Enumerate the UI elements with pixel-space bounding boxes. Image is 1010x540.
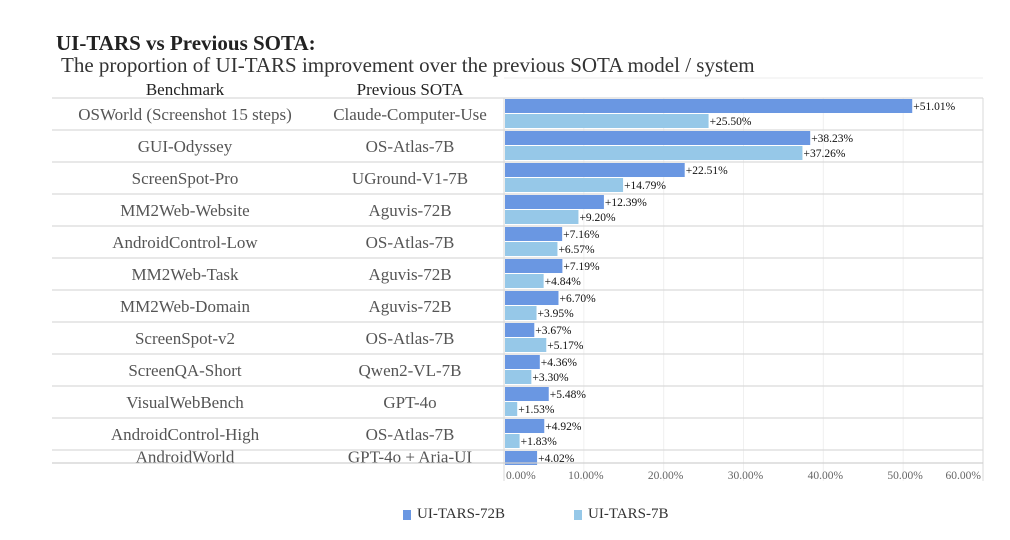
bar-72b	[505, 227, 563, 241]
benchmark-label: ScreenQA-Short	[128, 361, 242, 380]
x-tick-label: 30.00%	[728, 470, 764, 482]
chart-subtitle: The proportion of UI-TARS improvement ov…	[61, 53, 755, 77]
benchmark-label: VisualWebBench	[126, 393, 244, 412]
data-label: +4.92%	[545, 421, 582, 433]
data-label: +7.16%	[563, 229, 600, 241]
data-label: +4.84%	[545, 276, 582, 288]
previous-sota-label: Aguvis-72B	[368, 297, 451, 316]
data-label: +12.39%	[605, 197, 647, 209]
data-label: +4.36%	[541, 357, 578, 369]
data-label: +3.30%	[532, 372, 569, 384]
x-tick-label: 0.00%	[506, 470, 536, 482]
benchmark-label: MM2Web-Website	[120, 201, 249, 220]
bar-72b	[505, 291, 559, 305]
legend-swatch-7b	[574, 509, 582, 520]
previous-sota-label: OS-Atlas-7B	[366, 329, 455, 348]
data-label: +6.57%	[558, 244, 595, 256]
bar-7b	[505, 210, 579, 224]
previous-sota-label: GPT-4o + Aria-UI	[348, 448, 473, 467]
x-tick-label: 60.00%	[946, 470, 982, 482]
data-label: +38.23%	[811, 133, 853, 145]
bar-72b	[505, 323, 535, 337]
bar-7b	[505, 402, 518, 416]
bar-72b	[505, 163, 685, 177]
data-label: +22.51%	[686, 165, 728, 177]
data-label: +6.70%	[559, 293, 596, 305]
previous-sota-label: Claude-Computer-Use	[333, 105, 487, 124]
chart-title: UI-TARS vs Previous SOTA:	[56, 31, 316, 55]
bar-7b	[505, 242, 558, 256]
bar-7b	[505, 146, 803, 160]
bar-72b	[505, 387, 549, 401]
previous-sota-label: Aguvis-72B	[368, 201, 451, 220]
data-label: +3.95%	[538, 308, 575, 320]
previous-sota-label: OS-Atlas-7B	[366, 425, 455, 444]
bar-7b	[505, 434, 520, 448]
data-label: +7.19%	[563, 261, 600, 273]
data-label: +37.26%	[803, 148, 845, 160]
bar-72b	[505, 195, 604, 209]
bar-7b	[505, 274, 544, 288]
bar-72b	[505, 419, 545, 433]
legend-item-72b: UI-TARS-72B	[403, 506, 505, 523]
benchmark-label: GUI-Odyssey	[138, 137, 233, 156]
bar-72b	[505, 451, 538, 465]
data-label: +1.53%	[518, 404, 555, 416]
previous-sota-label: OS-Atlas-7B	[366, 137, 455, 156]
data-label: +51.01%	[913, 101, 955, 113]
benchmark-label: ScreenSpot-Pro	[132, 169, 239, 188]
bar-72b	[505, 99, 913, 113]
bar-7b	[505, 306, 537, 320]
data-label: +5.48%	[550, 389, 587, 401]
benchmark-label: MM2Web-Task	[132, 265, 239, 284]
data-label: +9.20%	[579, 212, 616, 224]
bar-7b	[505, 114, 709, 128]
legend-item-7b: UI-TARS-7B	[574, 506, 668, 523]
benchmark-label: ScreenSpot-v2	[135, 329, 235, 348]
data-label: +3.67%	[535, 325, 572, 337]
bar-7b	[505, 178, 624, 192]
previous-sota-label: UGround-V1-7B	[352, 169, 468, 188]
x-tick-label: 20.00%	[648, 470, 684, 482]
bar-7b	[505, 338, 547, 352]
x-tick-label: 40.00%	[808, 470, 844, 482]
previous-sota-label: GPT-4o	[383, 393, 436, 412]
data-label: +5.17%	[547, 340, 584, 352]
data-label: +14.79%	[624, 180, 666, 192]
previous-sota-label: Qwen2-VL-7B	[359, 361, 462, 380]
benchmark-label: AndroidWorld	[136, 448, 235, 467]
benchmark-label: OSWorld (Screenshot 15 steps)	[78, 105, 291, 124]
x-tick-label: 50.00%	[887, 470, 923, 482]
data-label: +25.50%	[710, 116, 752, 128]
legend-label-7b: UI-TARS-7B	[588, 506, 669, 522]
column-header-benchmark: Benchmark	[146, 80, 225, 99]
previous-sota-label: OS-Atlas-7B	[366, 233, 455, 252]
x-tick-label: 10.00%	[568, 470, 604, 482]
data-label: +1.83%	[521, 436, 558, 448]
bar-72b	[505, 131, 811, 145]
bar-72b	[505, 355, 540, 369]
bar-72b	[505, 259, 563, 273]
benchmark-label: MM2Web-Domain	[120, 297, 250, 316]
column-header-previous-sota: Previous SOTA	[357, 80, 465, 99]
legend-label-72b: UI-TARS-72B	[417, 506, 505, 522]
data-label: +4.02%	[538, 453, 575, 465]
benchmark-label: AndroidControl-Low	[112, 233, 258, 252]
previous-sota-label: Aguvis-72B	[368, 265, 451, 284]
bar-7b	[505, 370, 532, 384]
legend-swatch-72b	[403, 509, 411, 520]
benchmark-label: AndroidControl-High	[111, 425, 260, 444]
